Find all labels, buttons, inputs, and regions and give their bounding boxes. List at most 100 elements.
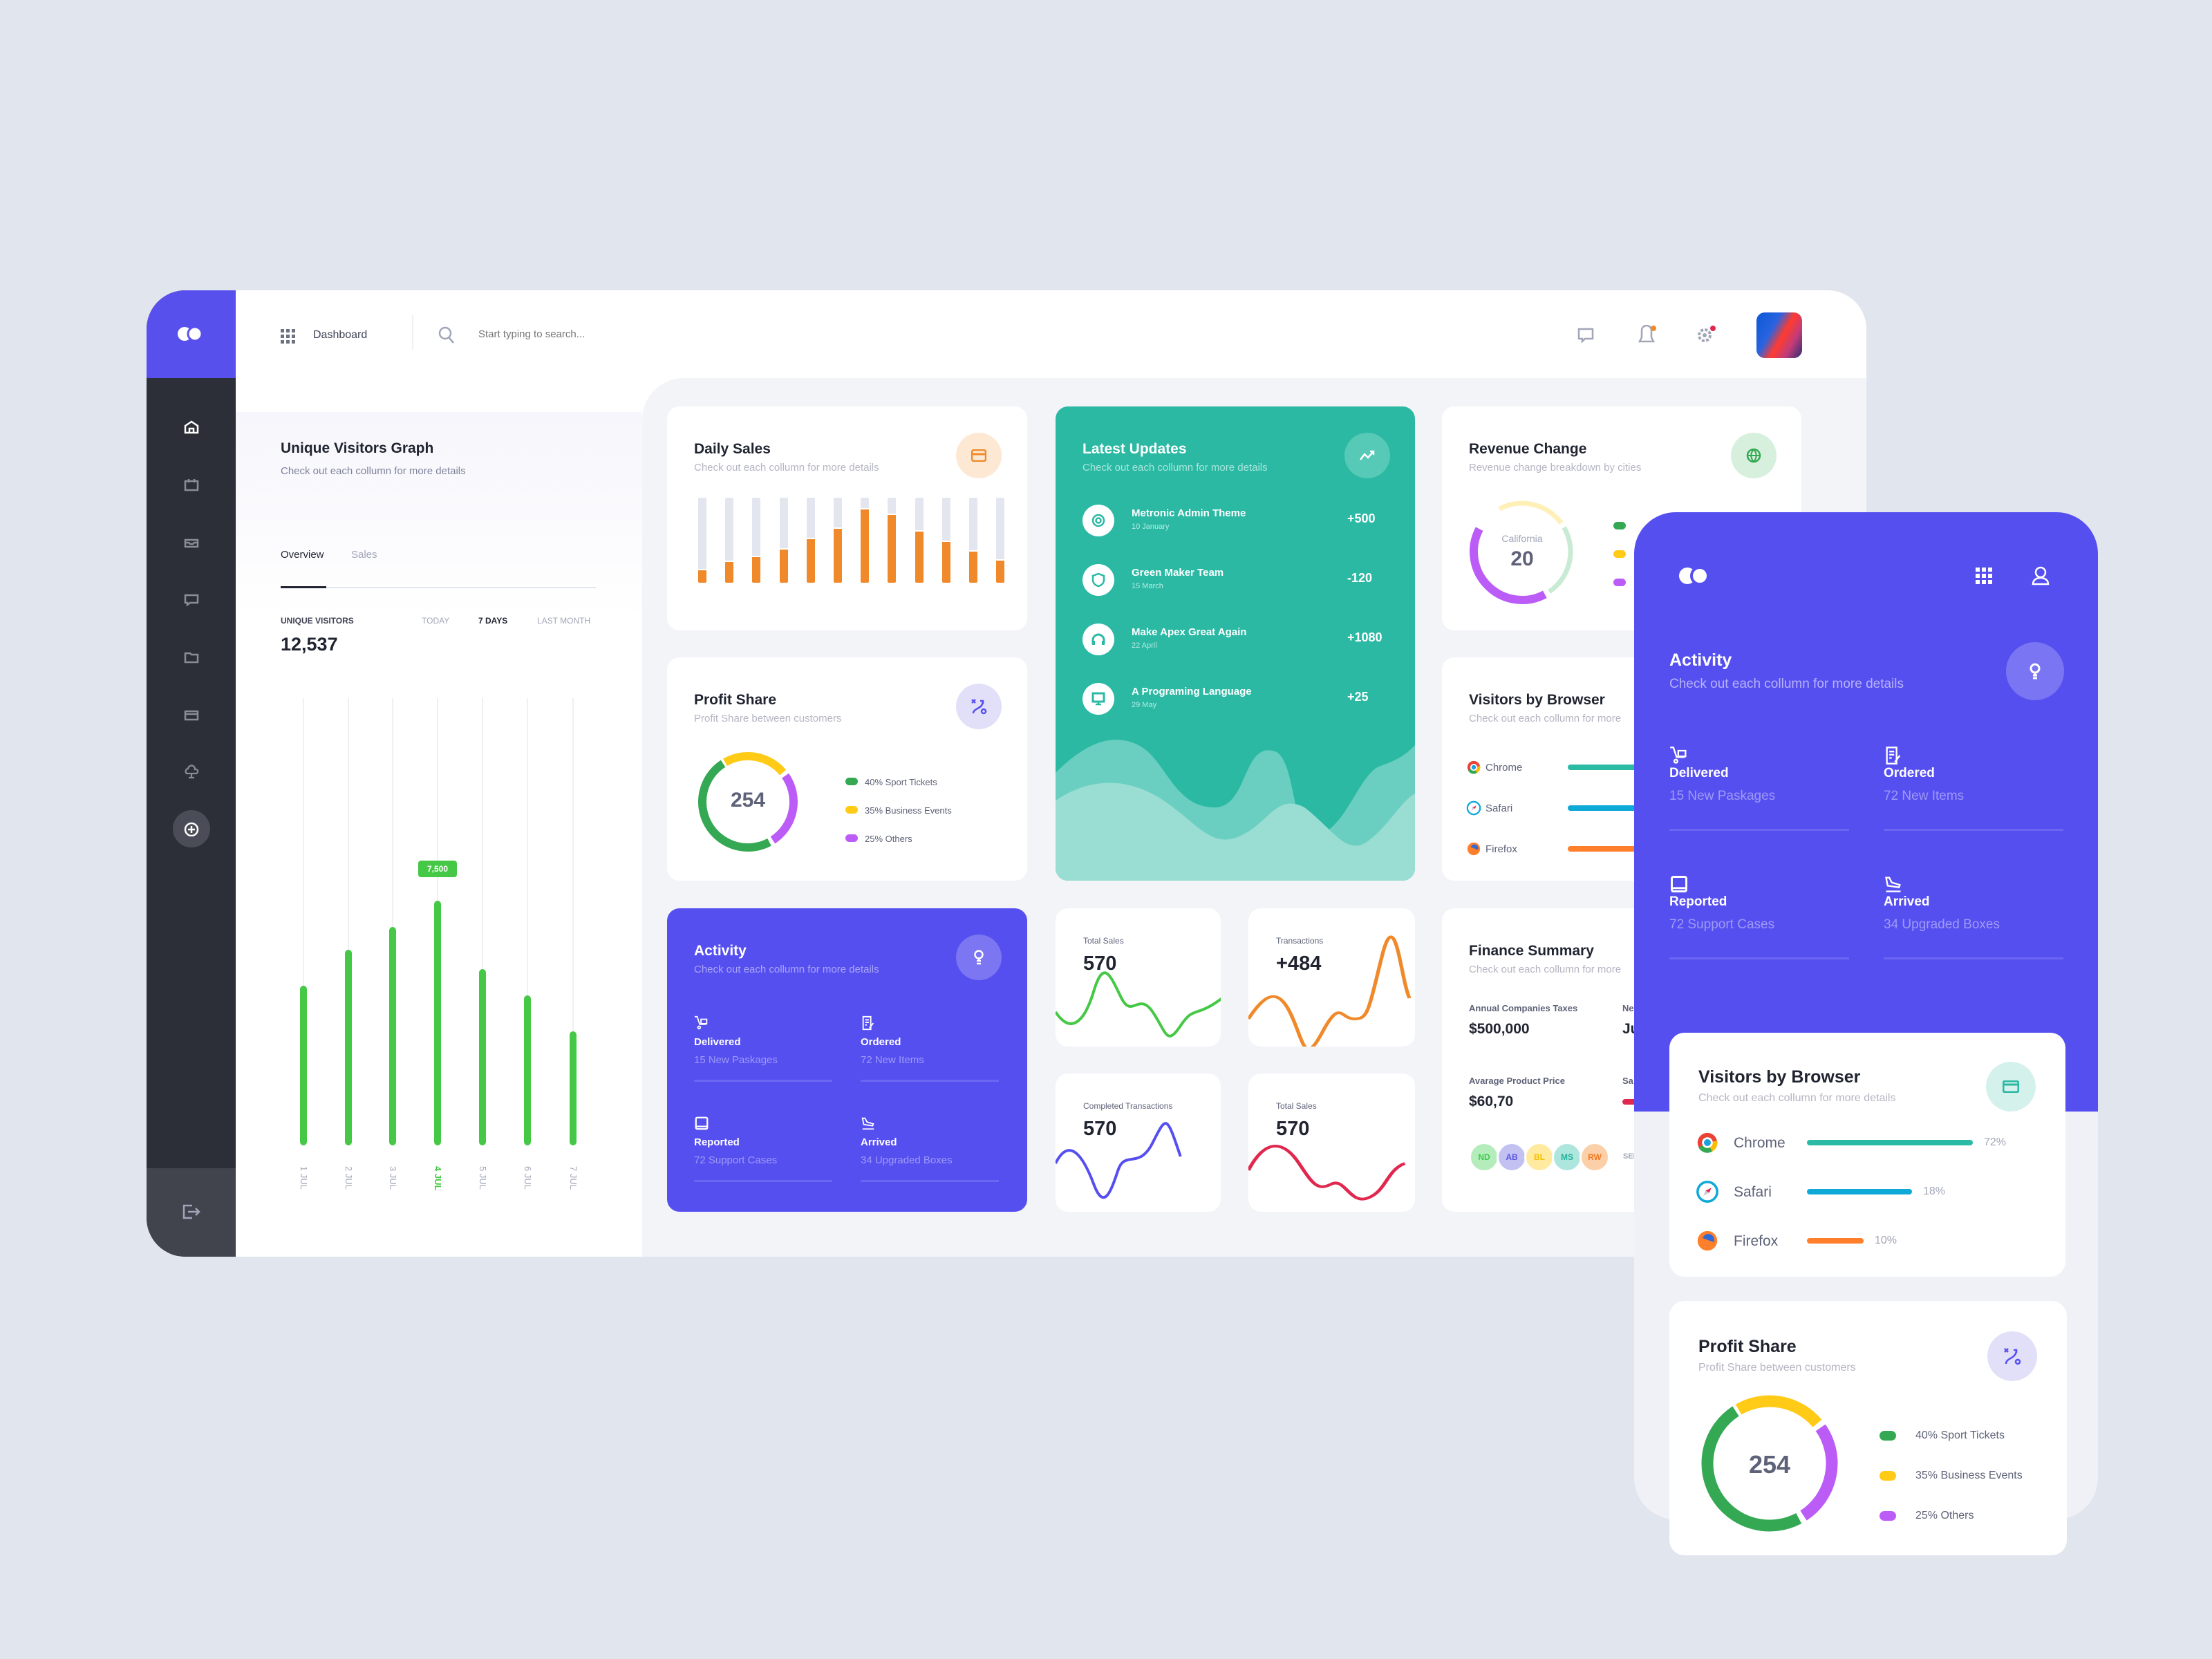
bar-7-jul[interactable] [570,1031,577,1145]
browser-share-bar [1807,1140,1973,1145]
sales-bar[interactable] [861,507,870,583]
apps-grid-icon[interactable] [281,329,296,344]
search-icon[interactable] [438,326,455,344]
latest-updates-icon-button[interactable] [1344,433,1390,478]
activity-icon-button[interactable] [956,935,1002,980]
search-input[interactable] [478,324,893,344]
mobile-logo-icon[interactable] [1678,566,1710,585]
bell-icon[interactable] [1637,325,1658,344]
bar-2-jul[interactable] [345,949,352,1145]
wave-decoration [1056,740,1415,881]
sidebar-item-wallet[interactable] [177,700,206,729]
activity-icon-wrap [861,1116,876,1131]
sidebar-item-home[interactable] [177,413,206,442]
range-today[interactable]: TODAY [422,616,450,626]
user-avatar-bl[interactable]: BL [1524,1142,1555,1172]
activity-icon-wrap [694,1015,709,1031]
update-item[interactable]: Metronic Admin Theme 10 January +500 [1082,505,1387,538]
update-title: Make Apex Great Again [1132,626,1247,638]
activity-sub: 72 New Items [1884,789,1965,803]
sales-bar[interactable] [698,569,706,583]
sidebar-item-messages[interactable] [177,585,206,614]
sidebar-item-folder[interactable] [177,642,206,671]
update-item[interactable]: Green Maker Team 15 March -120 [1082,564,1387,597]
stat-card: Total Sales 570 [1056,908,1221,1047]
logo[interactable] [147,290,236,378]
update-item[interactable]: Make Apex Great Again 22 April +1080 [1082,624,1387,657]
tab-overview[interactable]: Overview [281,549,324,561]
activity-item-arrived[interactable]: Arrived 34 Upgraded Boxes [1884,874,2063,989]
sidebar-item-inbox[interactable] [177,527,206,556]
revenue-donut [1470,500,1573,604]
activity-item-delivered[interactable]: Delivered 15 New Paskages [694,1015,832,1102]
mobile-visitors-icon-button[interactable] [1986,1062,2036,1112]
sales-bar[interactable] [752,555,761,583]
sidebar [147,290,236,1257]
sidebar-item-add[interactable] [173,810,210,847]
update-title: A Programing Language [1132,686,1252,697]
activity-item-reported[interactable]: Reported 72 Support Cases [694,1116,832,1202]
bar-3-jul[interactable] [389,926,396,1145]
activity-item-reported[interactable]: Reported 72 Support Cases [1669,874,1849,989]
update-icon-circle [1082,564,1114,596]
logout-icon[interactable] [182,1204,200,1219]
sales-bar[interactable] [779,547,788,583]
sales-bar[interactable] [806,537,815,583]
x-tick-label: 1 JUL [299,1166,309,1190]
update-item[interactable]: A Programing Language 29 May +25 [1082,683,1387,716]
range-7-days[interactable]: 7 DAYS [478,616,508,626]
user-avatar[interactable] [1756,312,1802,358]
user-avatar-rw[interactable]: RW [1580,1142,1610,1172]
x-tick-label: 2 JUL [344,1166,354,1190]
browser-share-bar [1568,846,1645,852]
browser-chrome-row-icon [1466,760,1481,775]
sparkline [1056,971,1221,1038]
sidebar-item-calendar[interactable] [177,470,206,499]
daily-sales-icon-button[interactable] [956,433,1002,478]
order-icon [862,1015,874,1031]
user-avatar-nd[interactable]: ND [1469,1142,1499,1172]
activity-item-ordered[interactable]: Ordered 72 New Items [861,1015,999,1102]
sidebar-item-cloud[interactable] [177,757,206,786]
sales-bar[interactable] [888,514,897,583]
mobile-profit-share-icon-button[interactable] [1987,1331,2037,1381]
update-date: 29 May [1132,701,1157,709]
daily-sales-card: Daily Sales Check out each collumn for m… [667,406,1027,630]
sales-bar[interactable] [996,559,1005,583]
sales-bar[interactable] [834,527,842,583]
bar-5-jul[interactable] [479,968,486,1145]
x-tick-label: 4 JUL [433,1166,443,1191]
range-last-month[interactable]: LAST MONTH [537,616,591,626]
stat-label: Total Sales [1276,1101,1317,1111]
activity-item-ordered[interactable]: Ordered 72 New Items [1884,746,2063,861]
sales-bar[interactable] [725,561,734,583]
browser-share-bar [1807,1238,1864,1244]
tab-sales[interactable]: Sales [351,549,377,561]
user-avatar-ab[interactable]: AB [1497,1142,1527,1172]
activity-label: Reported [1669,894,1727,909]
bar-4-jul[interactable] [434,900,441,1145]
activity-divider [1669,957,1849,959]
mobile-apps-grid-icon[interactable] [1976,568,1992,584]
mobile-user-icon[interactable] [2032,566,2050,585]
next-label-clipped: Ne [1622,1003,1634,1013]
sales-bar[interactable] [969,550,977,583]
settings-icon[interactable] [1696,325,1717,344]
mobile-activity-icon-button[interactable] [2006,642,2064,700]
sales-bar[interactable] [941,540,950,583]
activity-item-delivered[interactable]: Delivered 15 New Paskages [1669,746,1849,861]
latest-updates-subtitle: Check out each collumn for more details [1082,462,1268,474]
bar-1-jul[interactable] [300,985,307,1145]
bar-6-jul[interactable] [524,995,531,1145]
legend-label: 25% Others [1915,1510,1974,1521]
activity-item-arrived[interactable]: Arrived 34 Upgraded Boxes [861,1116,999,1202]
revenue-change-icon-button[interactable] [1731,433,1777,478]
donut-segment-business-events [723,752,787,776]
sales-bar[interactable] [915,529,924,583]
chat-icon[interactable] [1577,328,1594,343]
update-icon-circle [1082,683,1114,715]
user-avatar-ms[interactable]: MS [1552,1142,1582,1172]
profit-share-icon-button[interactable] [956,684,1002,729]
mobile-profit-share-card: Profit Share Profit Share between custom… [1669,1301,2067,1555]
plane-icon [1885,877,1901,892]
